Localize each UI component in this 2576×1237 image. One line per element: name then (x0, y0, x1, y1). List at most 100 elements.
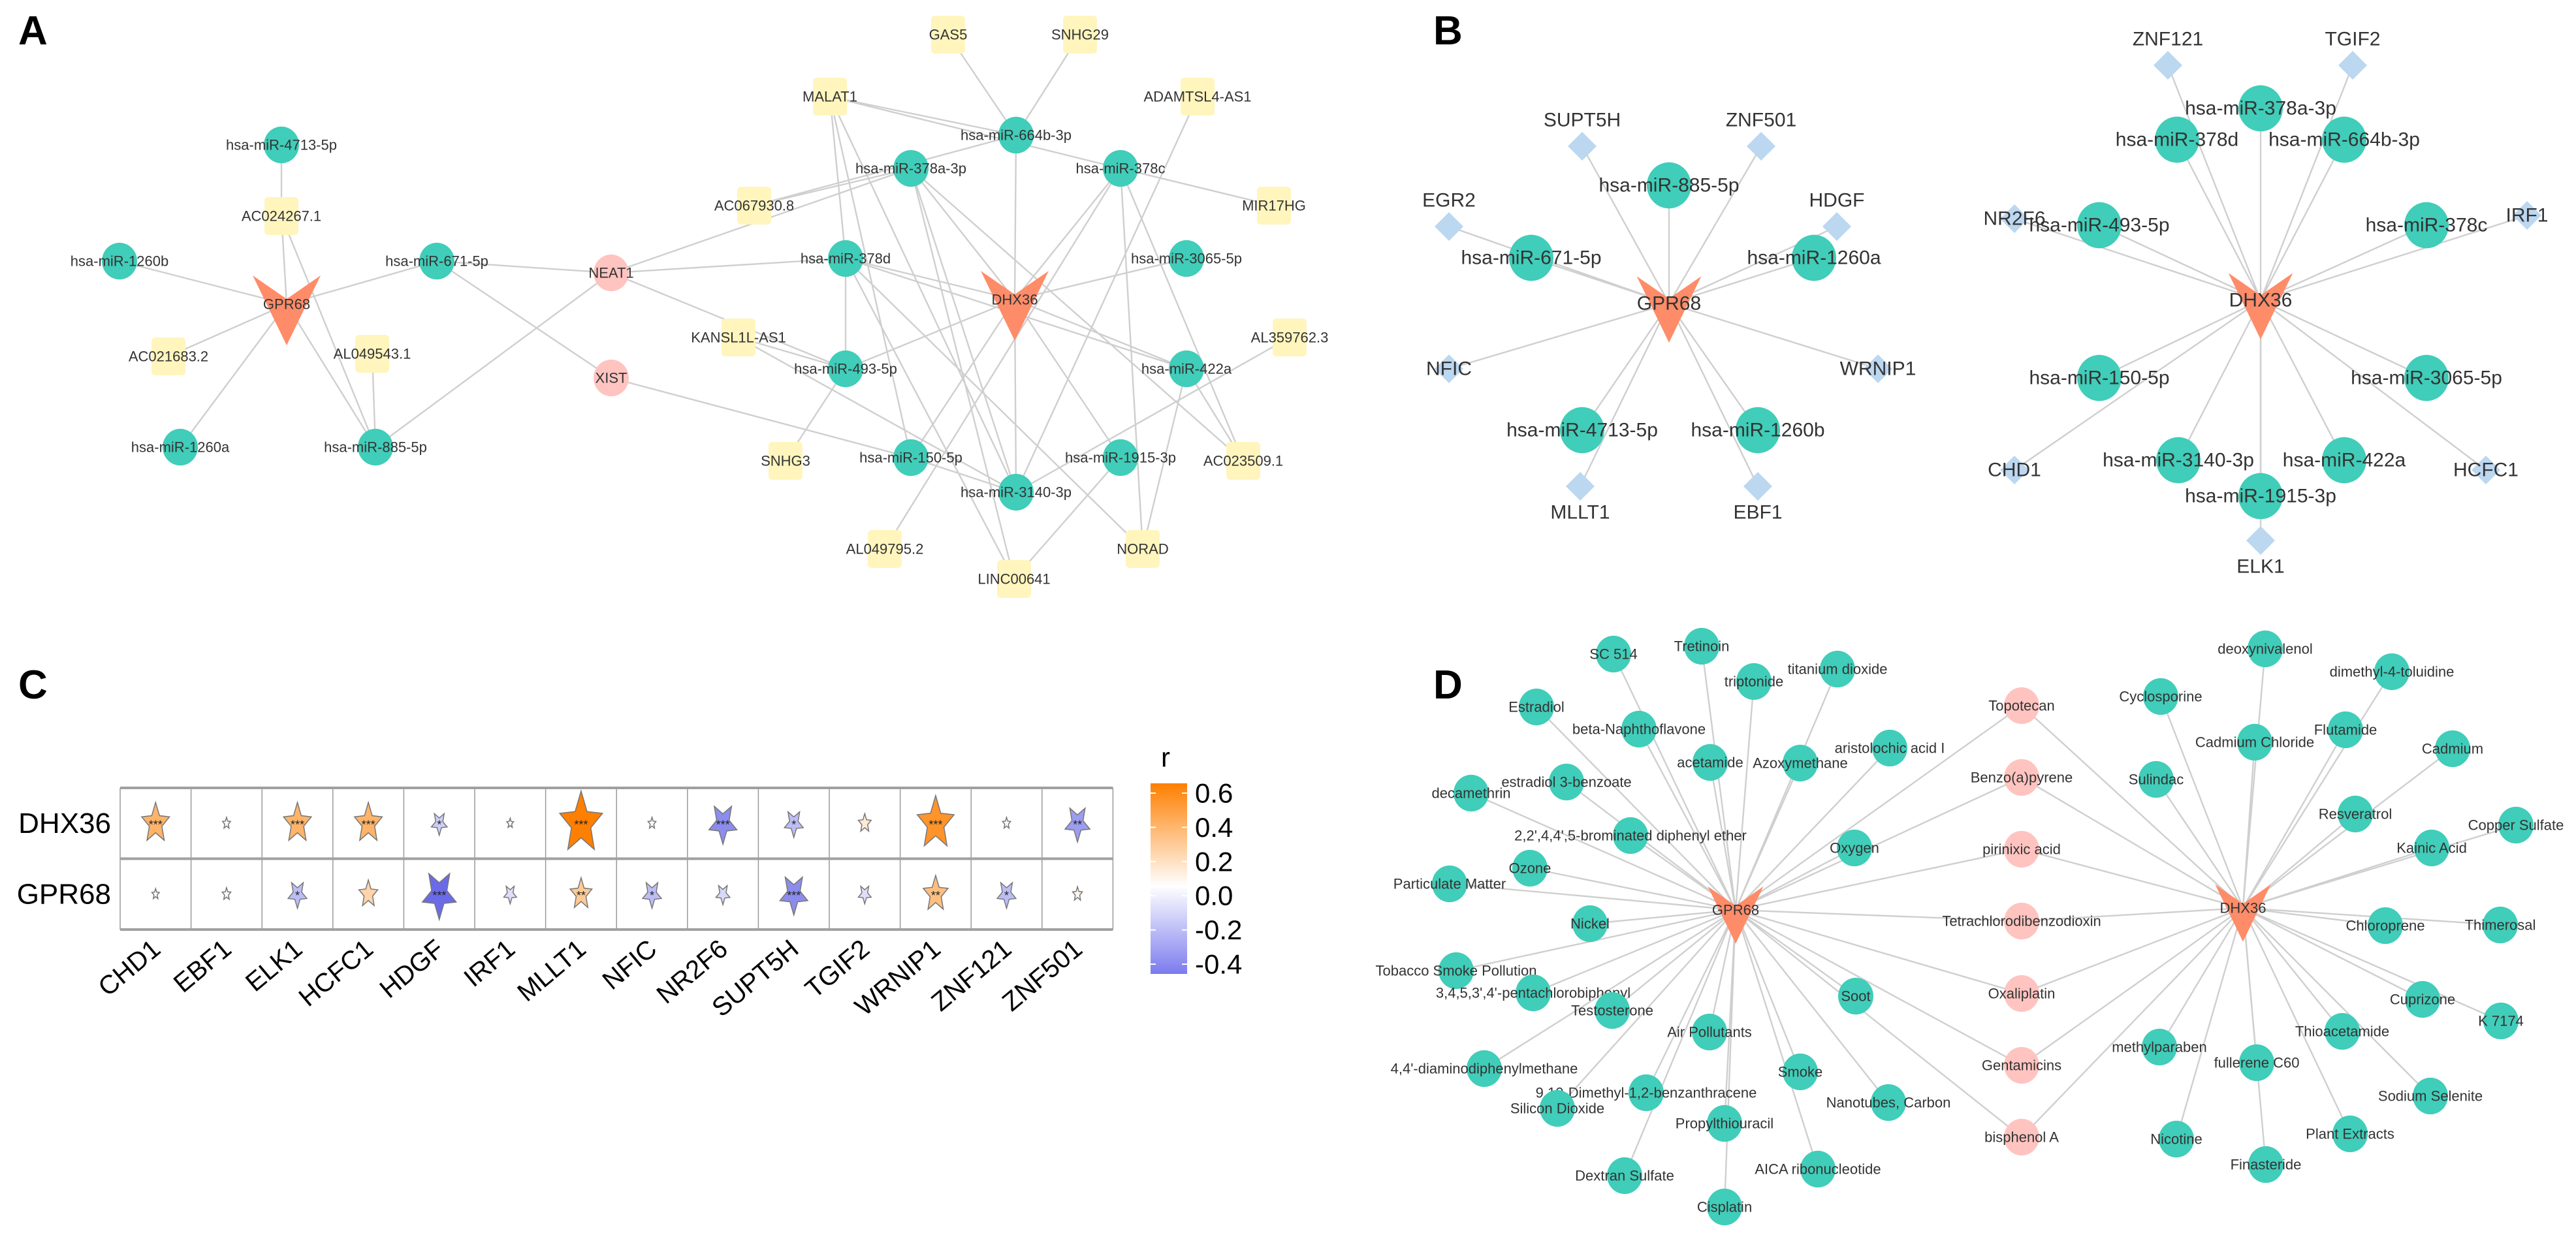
node-linc00641[interactable]: LINC00641 (978, 560, 1051, 598)
node-air-pollutants[interactable]: Air Pollutants (1667, 1013, 1752, 1051)
node-tobacco-smoke-pollution[interactable]: Tobacco Smoke Pollution (1375, 952, 1537, 990)
node-thimerosal[interactable]: Thimerosal (2465, 906, 2536, 944)
node-ac024267-1[interactable]: AC024267.1 (242, 197, 321, 235)
node-nickel[interactable]: Nickel (1570, 905, 1610, 943)
node-testosterone[interactable]: Testosterone (1571, 992, 1653, 1029)
node-al359762-3[interactable]: AL359762.3 (1251, 319, 1329, 356)
node-gpr68[interactable]: GPR68 (1708, 886, 1764, 944)
node-gpr68[interactable]: GPR68 (253, 275, 321, 345)
node-4-4-diaminodiphenylmethane[interactable]: 4,4'-diaminodiphenylmethane (1391, 1050, 1578, 1088)
node-hsa-mir-664b-3p[interactable]: hsa-miR-664b-3p (961, 116, 1072, 154)
node-gas5[interactable]: GAS5 (929, 16, 968, 54)
node-irf1[interactable]: IRF1 (2505, 201, 2549, 230)
node-hsa-mir-664b-3p[interactable]: hsa-miR-664b-3p (2268, 116, 2420, 163)
node-hsa-mir-1260b[interactable]: hsa-miR-1260b (1691, 407, 1825, 454)
node-ac067930-8[interactable]: AC067930.8 (714, 187, 794, 225)
node-adamtsl4-as1[interactable]: ADAMTSL4-AS1 (1143, 78, 1252, 116)
node-estradiol[interactable]: Estradiol (1508, 688, 1565, 726)
node-wrnip1[interactable]: WRNIP1 (1840, 354, 1916, 383)
node-k-7174[interactable]: K 7174 (2478, 1002, 2524, 1040)
node-hsa-mir-1260a[interactable]: hsa-miR-1260a (131, 428, 230, 466)
node-flutamide[interactable]: Flutamide (2314, 711, 2377, 749)
node-ac023509-1[interactable]: AC023509.1 (1203, 442, 1283, 480)
node-hsa-mir-3140-3p[interactable]: hsa-miR-3140-3p (961, 473, 1072, 511)
node-smoke[interactable]: Smoke (1778, 1053, 1822, 1091)
node-hsa-mir-422a[interactable]: hsa-miR-422a (2283, 437, 2406, 484)
node-oxygen[interactable]: Oxygen (1830, 829, 1879, 867)
node-cadmium-chloride[interactable]: Cadmium Chloride (2195, 723, 2314, 761)
node-dextran-sulfate[interactable]: Dextran Sulfate (1575, 1157, 1674, 1195)
node-ebf1[interactable]: EBF1 (1733, 472, 1783, 524)
node-methylparaben[interactable]: methylparaben (2112, 1028, 2207, 1066)
node-fullerene-c60[interactable]: fullerene C60 (2214, 1044, 2300, 1082)
node-dimethyl-4-toluidine[interactable]: dimethyl-4-toluidine (2330, 653, 2455, 691)
node-2-2-4-4-5-brominated-diphenyl-ether[interactable]: 2,2',4,4',5-brominated diphenyl ether (1514, 817, 1747, 854)
node-thioacetamide[interactable]: Thioacetamide (2295, 1012, 2389, 1050)
node-propylthiouracil[interactable]: Propylthiouracil (1676, 1104, 1773, 1142)
node-xist[interactable]: XIST (594, 359, 629, 397)
node-hsa-mir-378a-3p[interactable]: hsa-miR-378a-3p (2185, 85, 2336, 132)
node-pirinixic-acid[interactable]: pirinixic acid (1982, 830, 2061, 868)
node-hsa-mir-3065-5p[interactable]: hsa-miR-3065-5p (1131, 240, 1242, 277)
node-tgif2[interactable]: TGIF2 (2325, 29, 2381, 80)
node-hsa-mir-1260b[interactable]: hsa-miR-1260b (71, 242, 168, 280)
node-mir17hg[interactable]: MIR17HG (1242, 187, 1306, 225)
node-silicon-dioxide[interactable]: Silicon Dioxide (1510, 1089, 1604, 1127)
node-hsa-mir-885-5p[interactable]: hsa-miR-885-5p (1598, 162, 1740, 209)
node-nanotubes-carbon[interactable]: Nanotubes, Carbon (1826, 1084, 1951, 1121)
node-hdgf[interactable]: HDGF (1809, 190, 1865, 242)
node-decamethrin[interactable]: decamethrin (1431, 774, 1511, 812)
node-ac021683-2[interactable]: AC021683.2 (129, 337, 208, 375)
node-nr2f6[interactable]: NR2F6 (1983, 204, 2046, 233)
node-kansl1l-as1[interactable]: KANSL1L-AS1 (691, 319, 786, 356)
node-hsa-mir-150-5p[interactable]: hsa-miR-150-5p (859, 439, 962, 477)
node-tetrachlorodibenzodioxin[interactable]: Tetrachlorodibenzodioxin (1942, 902, 2101, 940)
node-hsa-mir-422a[interactable]: hsa-miR-422a (1141, 350, 1232, 388)
node-9-10-dimethyl-1-2-benzanthracene[interactable]: 9,10-Dimethyl-1,2-benzanthracene (1536, 1074, 1757, 1112)
node-hsa-mir-1915-3p[interactable]: hsa-miR-1915-3p (1065, 439, 1176, 477)
node-tretinoin[interactable]: Tretinoin (1674, 627, 1730, 665)
node-particulate-matter[interactable]: Particulate Matter (1393, 865, 1506, 903)
node-gentamicins[interactable]: Gentamicins (1982, 1046, 2061, 1084)
node-hsa-mir-1915-3p[interactable]: hsa-miR-1915-3p (2185, 473, 2336, 520)
node-cyclosporine[interactable]: Cyclosporine (2119, 678, 2202, 715)
node-nicotine[interactable]: Nicotine (2150, 1120, 2202, 1158)
node-titanium-dioxide[interactable]: titanium dioxide (1788, 650, 1888, 688)
node-nfic[interactable]: NFIC (1426, 354, 1472, 383)
node-hsa-mir-378c[interactable]: hsa-miR-378c (1076, 149, 1166, 187)
node-bisphenol-a[interactable]: bisphenol A (1984, 1118, 2059, 1156)
node-beta-naphthoflavone[interactable]: beta-Naphthoflavone (1572, 710, 1706, 748)
node-hsa-mir-671-5p[interactable]: hsa-miR-671-5p (385, 242, 488, 280)
node-deoxynivalenol[interactable]: deoxynivalenol (2218, 630, 2313, 668)
node-hcfc1[interactable]: HCFC1 (2453, 456, 2519, 484)
node-hsa-mir-378a-3p[interactable]: hsa-miR-378a-3p (855, 149, 966, 187)
node-malat1[interactable]: MALAT1 (803, 78, 857, 116)
node-finasteride[interactable]: Finasteride (2231, 1146, 2302, 1183)
node-sodium-selenite[interactable]: Sodium Selenite (2378, 1077, 2483, 1115)
node-hsa-mir-1260a[interactable]: hsa-miR-1260a (1747, 234, 1881, 281)
node-sulindac[interactable]: Sulindac (2129, 760, 2184, 798)
node-ozone[interactable]: Ozone (1509, 849, 1551, 887)
node-sc-514[interactable]: SC 514 (1589, 635, 1638, 673)
node-snhg29[interactable]: SNHG29 (1051, 16, 1109, 54)
node-al049795-2[interactable]: AL049795.2 (846, 530, 924, 568)
node-dhx36[interactable]: DHX36 (2215, 884, 2271, 942)
node-acetamide[interactable]: acetamide (1677, 744, 1743, 781)
node-topotecan[interactable]: Topotecan (1988, 687, 2055, 725)
node-mllt1[interactable]: MLLT1 (1550, 472, 1610, 524)
node-hsa-mir-493-5p[interactable]: hsa-miR-493-5p (794, 350, 897, 388)
node-soot[interactable]: Soot (1838, 977, 1873, 1015)
node-hsa-mir-378c[interactable]: hsa-miR-378c (2366, 202, 2488, 249)
node-estradiol-3-benzoate[interactable]: estradiol 3-benzoate (1501, 763, 1632, 801)
node-chd1[interactable]: CHD1 (1988, 456, 2041, 484)
node-egr2[interactable]: EGR2 (1422, 190, 1476, 242)
node-chloroprene[interactable]: Chloroprene (2345, 907, 2425, 945)
node-azoxymethane[interactable]: Azoxymethane (1753, 744, 1848, 782)
node-hsa-mir-3065-5p[interactable]: hsa-miR-3065-5p (2351, 354, 2502, 401)
node-snhg3[interactable]: SNHG3 (761, 442, 810, 480)
node-hsa-mir-378d[interactable]: hsa-miR-378d (2116, 116, 2238, 163)
node-hsa-mir-150-5p[interactable]: hsa-miR-150-5p (2029, 354, 2170, 401)
node-hsa-mir-378d[interactable]: hsa-miR-378d (801, 240, 891, 277)
node-elk1[interactable]: ELK1 (2236, 526, 2285, 578)
node-hsa-mir-671-5p[interactable]: hsa-miR-671-5p (1461, 234, 1602, 281)
